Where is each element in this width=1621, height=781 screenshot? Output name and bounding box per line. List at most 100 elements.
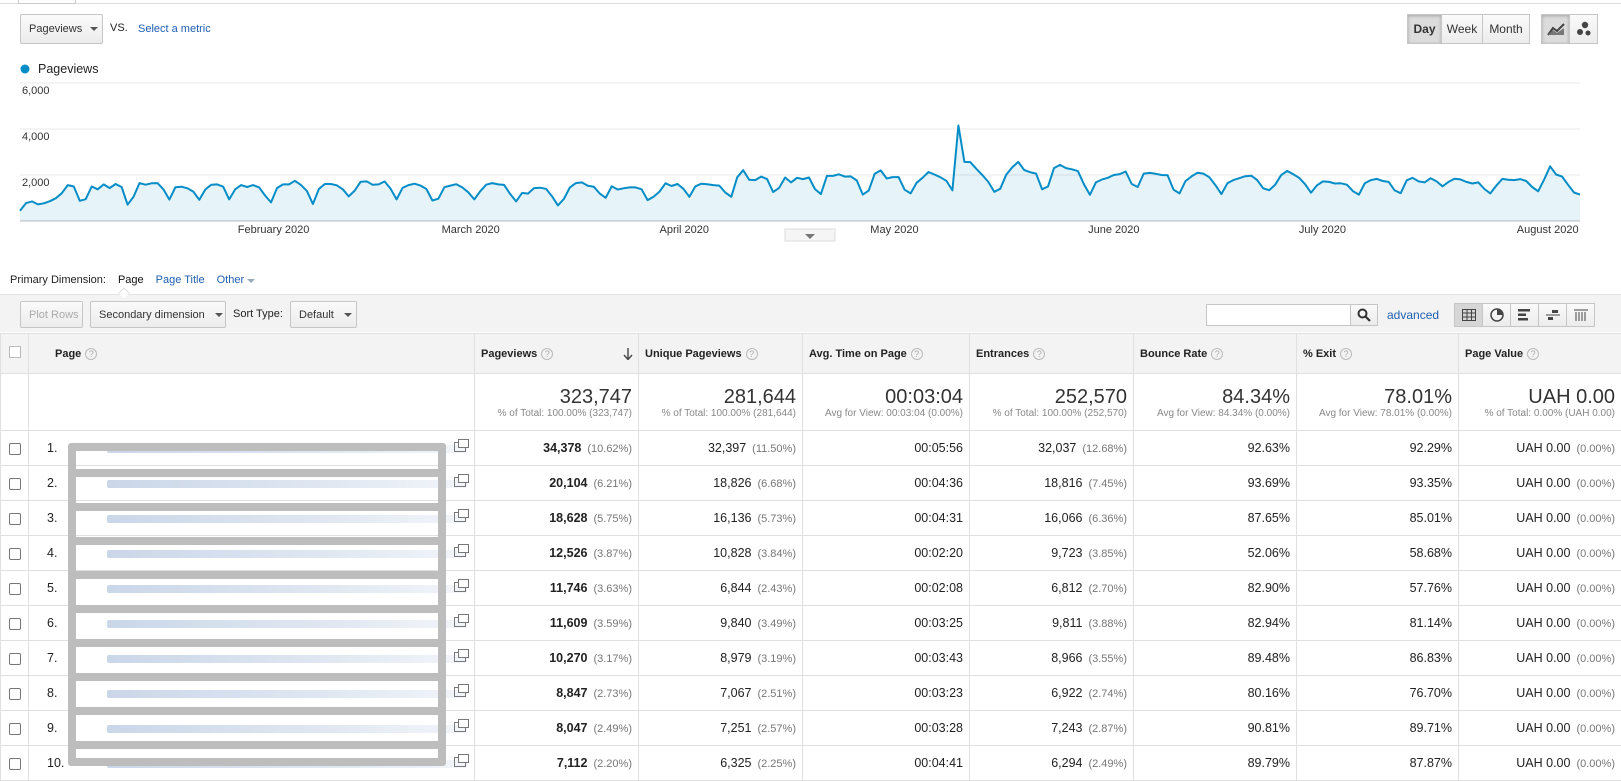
- redacted-page-link[interactable]: [107, 690, 467, 698]
- help-icon[interactable]: ?: [1527, 348, 1539, 360]
- help-icon[interactable]: ?: [746, 348, 758, 360]
- view-comparison-button[interactable]: [1538, 303, 1567, 327]
- row-select-cell: [1, 676, 29, 711]
- line-chart-button[interactable]: [1541, 14, 1570, 44]
- page-value-value: UAH 0.00: [1516, 581, 1570, 595]
- redacted-page-link[interactable]: [107, 655, 467, 663]
- row-checkbox[interactable]: [9, 443, 21, 455]
- redacted-page-link[interactable]: [107, 760, 467, 768]
- metric-select[interactable]: Pageviews: [20, 14, 103, 44]
- view-data-button[interactable]: [1454, 303, 1483, 327]
- page-cell: 4.: [29, 536, 475, 571]
- row-checkbox[interactable]: [9, 618, 21, 630]
- entrances-cell: 9,811(3.88%): [970, 606, 1134, 641]
- row-checkbox[interactable]: [9, 688, 21, 700]
- pageviews-percent: (3.87%): [593, 548, 632, 560]
- row-select-cell: [1, 431, 29, 466]
- open-external-icon[interactable]: [454, 547, 466, 557]
- entrances-cell: 32,037(12.68%): [970, 431, 1134, 466]
- pageviews-cell: 20,104(6.21%): [475, 466, 639, 501]
- column-header-entrances[interactable]: Entrances?: [970, 334, 1134, 374]
- redacted-page-link[interactable]: [107, 480, 467, 488]
- search-button[interactable]: [1350, 304, 1378, 326]
- sort-type-select[interactable]: Default: [290, 301, 357, 328]
- redacted-page-link[interactable]: [107, 725, 467, 733]
- row-checkbox[interactable]: [9, 653, 21, 665]
- redacted-page-link[interactable]: [107, 620, 467, 628]
- column-header-pageviews[interactable]: Pageviews?: [475, 334, 639, 374]
- totals-cell: 323,747% of Total: 100.00% (323,747): [475, 374, 639, 431]
- advanced-filter-link[interactable]: advanced: [1387, 308, 1439, 322]
- dimension-page[interactable]: Page: [118, 274, 144, 286]
- line-chart-icon: [1547, 22, 1565, 36]
- column-header-unique-pageviews[interactable]: Unique Pageviews?: [639, 334, 803, 374]
- help-icon[interactable]: ?: [1211, 348, 1223, 360]
- view-percentage-button[interactable]: [1482, 303, 1511, 327]
- redacted-page-link[interactable]: [107, 550, 467, 558]
- comparison-icon: [1546, 309, 1560, 321]
- column-header-bounce-rate[interactable]: Bounce Rate?: [1134, 334, 1297, 374]
- select-all-checkbox[interactable]: [9, 346, 21, 358]
- unique-pageviews-cell: 8,979(3.19%): [639, 641, 803, 676]
- open-external-icon[interactable]: [454, 757, 466, 767]
- period-day-button[interactable]: Day: [1407, 14, 1442, 44]
- select-metric-link[interactable]: Select a metric: [138, 23, 211, 35]
- row-index: 6.: [47, 616, 57, 630]
- redacted-page-link[interactable]: [107, 515, 467, 523]
- unique-pageviews-cell: 6,844(2.43%): [639, 571, 803, 606]
- plot-rows-button[interactable]: Plot Rows: [20, 301, 83, 328]
- exit-cell: 81.14%: [1297, 606, 1459, 641]
- open-external-icon[interactable]: [454, 477, 466, 487]
- entrances-cell: 6,812(2.70%): [970, 571, 1134, 606]
- period-month-button[interactable]: Month: [1482, 14, 1530, 44]
- page-cell: 7.: [29, 641, 475, 676]
- redacted-page-link[interactable]: [107, 585, 467, 593]
- open-external-icon[interactable]: [454, 722, 466, 732]
- open-external-icon[interactable]: [454, 512, 466, 522]
- redacted-page-link[interactable]: [107, 445, 467, 453]
- help-icon[interactable]: ?: [911, 348, 923, 360]
- dimension-other[interactable]: Other: [217, 274, 256, 286]
- unique-pageviews-value: 32,397: [708, 441, 746, 455]
- view-performance-button[interactable]: [1510, 303, 1539, 327]
- column-header-page-value[interactable]: Page Value?: [1459, 334, 1621, 374]
- column-header-exit[interactable]: % Exit?: [1297, 334, 1459, 374]
- unique-pageviews-value: 6,844: [720, 581, 751, 595]
- row-select-cell: [1, 606, 29, 641]
- open-external-icon[interactable]: [454, 652, 466, 662]
- pageviews-value: 11,609: [550, 616, 588, 630]
- open-external-icon[interactable]: [454, 582, 466, 592]
- entrances-cell: 7,243(2.87%): [970, 711, 1134, 746]
- help-icon[interactable]: ?: [85, 348, 97, 360]
- row-checkbox[interactable]: [9, 478, 21, 490]
- secondary-dimension-select[interactable]: Secondary dimension: [90, 301, 226, 328]
- row-checkbox[interactable]: [9, 583, 21, 595]
- chart-collapse-tab[interactable]: [785, 229, 835, 241]
- motion-chart-button[interactable]: [1569, 14, 1598, 44]
- column-header-label: Page Value: [1465, 348, 1523, 360]
- row-select-cell: [1, 536, 29, 571]
- entrances-cell: 6,922(2.74%): [970, 676, 1134, 711]
- open-external-icon[interactable]: [454, 617, 466, 627]
- help-icon[interactable]: ?: [541, 348, 553, 360]
- period-week-button[interactable]: Week: [1441, 14, 1483, 44]
- bounce-rate-cell: 93.69%: [1134, 466, 1297, 501]
- y-tick-label: 6,000: [22, 85, 50, 97]
- help-icon[interactable]: ?: [1340, 348, 1352, 360]
- bounce-rate-cell: 87.65%: [1134, 501, 1297, 536]
- row-checkbox[interactable]: [9, 548, 21, 560]
- row-checkbox[interactable]: [9, 513, 21, 525]
- pageviews-percent: (6.21%): [593, 478, 632, 490]
- unique-pageviews-percent: (2.51%): [757, 688, 796, 700]
- view-pivot-button[interactable]: [1566, 303, 1595, 327]
- dimension-page-title[interactable]: Page Title: [156, 274, 205, 286]
- help-icon[interactable]: ?: [1033, 348, 1045, 360]
- table-search-input[interactable]: [1206, 304, 1351, 326]
- open-external-icon[interactable]: [454, 687, 466, 697]
- column-header-avg-time[interactable]: Avg. Time on Page?: [803, 334, 970, 374]
- entrances-value: 6,812: [1051, 581, 1082, 595]
- row-checkbox[interactable]: [9, 723, 21, 735]
- column-header-page[interactable]: Page?: [29, 334, 475, 374]
- row-checkbox[interactable]: [9, 758, 21, 770]
- open-external-icon[interactable]: [454, 442, 466, 452]
